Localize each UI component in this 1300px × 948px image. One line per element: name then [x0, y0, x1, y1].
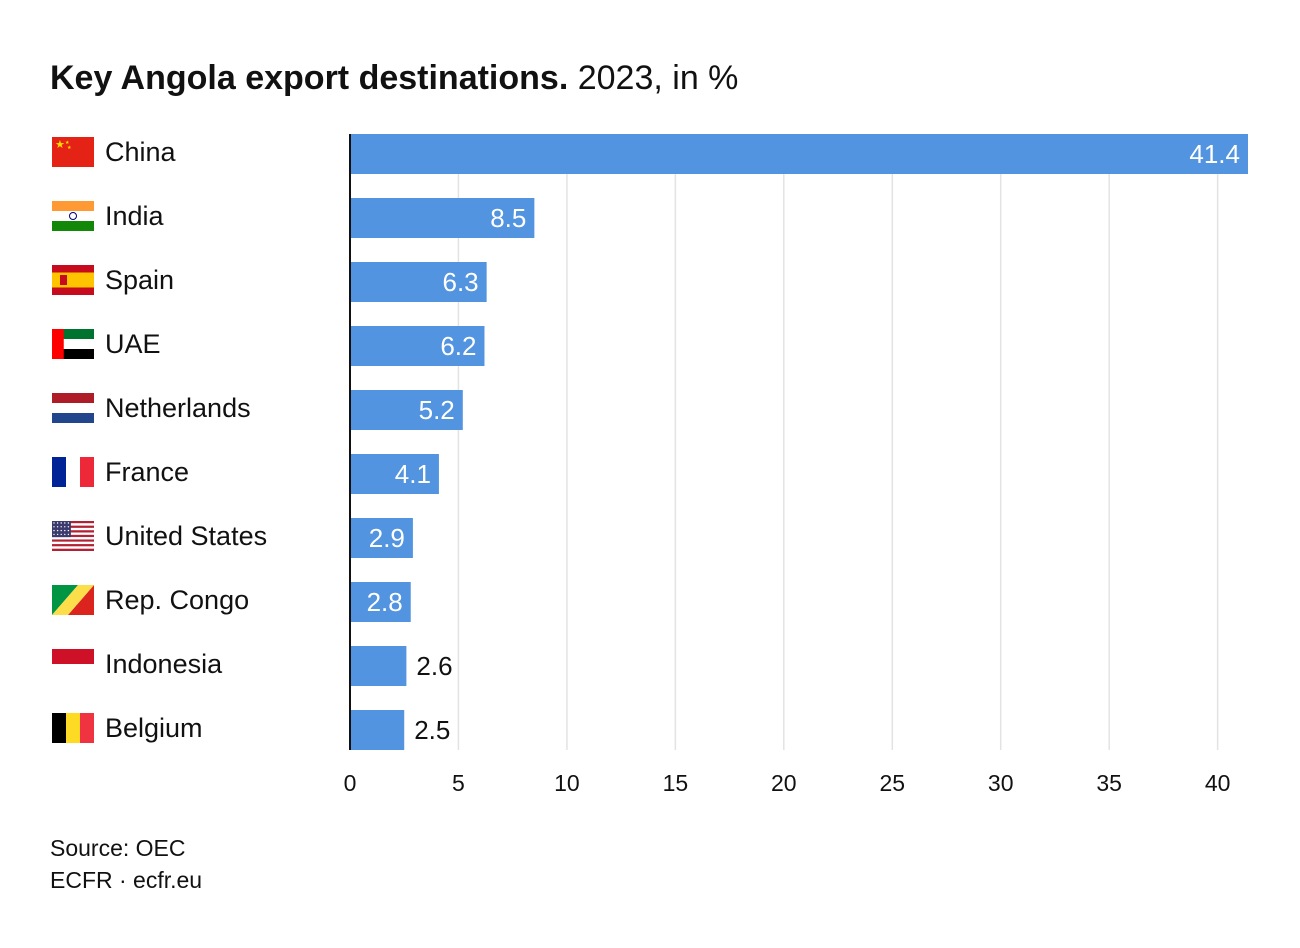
- x-tick-label: 10: [554, 770, 580, 796]
- bar: [350, 646, 407, 686]
- bar: [350, 198, 535, 238]
- bar: [350, 710, 405, 750]
- x-tick-label: 40: [1205, 770, 1231, 796]
- bar: [350, 518, 413, 558]
- credit-note: ECFR · ecfr.eu: [50, 867, 203, 893]
- x-tick-label: 25: [879, 770, 905, 796]
- belgium-flag-icon: [52, 713, 94, 743]
- chart-title-main: Key Angola export destinations.: [50, 59, 569, 97]
- x-tick-label: 30: [988, 770, 1014, 796]
- value-label: 6.3: [442, 267, 478, 297]
- chart-title: Key Angola export destinations. 2023, in…: [50, 58, 738, 98]
- category-label: Rep. Congo: [105, 585, 249, 615]
- value-label: 2.5: [414, 715, 450, 745]
- category-label: Belgium: [105, 713, 203, 743]
- svg-text:★: ★: [67, 145, 72, 151]
- chart-subtitle: 2023, in %: [577, 59, 739, 97]
- indonesia-flag-icon: [52, 649, 94, 679]
- bar: [350, 262, 487, 302]
- bar: [350, 326, 485, 366]
- source-note: Source: OEC: [50, 835, 186, 861]
- category-label: United States: [105, 521, 267, 551]
- category-label: Spain: [105, 265, 174, 295]
- x-tick-label: 0: [344, 770, 357, 796]
- category-label: Indonesia: [105, 649, 223, 679]
- category-label: UAE: [105, 329, 161, 359]
- india-flag-icon: [52, 201, 94, 231]
- united-states-flag-icon: [52, 521, 94, 551]
- svg-text:★: ★: [55, 139, 65, 151]
- x-tick-label: 15: [663, 770, 689, 796]
- france-flag-icon: [52, 457, 94, 487]
- bar: [350, 134, 1248, 174]
- bar: [350, 454, 439, 494]
- value-label: 5.2: [419, 395, 455, 425]
- x-tick-label: 20: [771, 770, 797, 796]
- uae-flag-icon: [52, 329, 94, 359]
- category-label: India: [105, 201, 165, 231]
- bar: [350, 582, 411, 622]
- value-label: 6.2: [440, 331, 476, 361]
- netherlands-flag-icon: [52, 393, 94, 423]
- x-tick-label: 35: [1096, 770, 1122, 796]
- value-label: 41.4: [1189, 139, 1240, 169]
- value-label: 4.1: [395, 459, 431, 489]
- value-label: 2.8: [367, 587, 403, 617]
- category-label: France: [105, 457, 189, 487]
- bar: [350, 390, 463, 430]
- spain-flag-icon: [52, 265, 94, 295]
- category-label: China: [105, 137, 177, 167]
- rep-congo-flag-icon: [52, 585, 94, 615]
- x-tick-label: 5: [452, 770, 465, 796]
- value-label: 2.6: [416, 651, 452, 681]
- svg-text:★: ★: [65, 140, 70, 146]
- china-flag-icon: ★ ★★: [52, 137, 94, 167]
- value-label: 2.9: [369, 523, 405, 553]
- category-label: Netherlands: [105, 393, 251, 423]
- value-label: 8.5: [490, 203, 526, 233]
